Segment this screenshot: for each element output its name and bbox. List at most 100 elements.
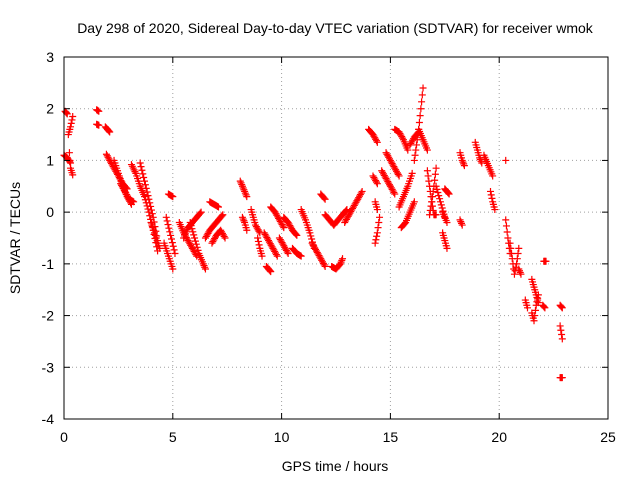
data-point: [458, 156, 466, 164]
data-point: [255, 227, 263, 235]
data-point: [443, 244, 451, 252]
data-point: [194, 246, 202, 254]
data-point: [241, 189, 249, 197]
y-tick-label: -1: [42, 256, 55, 272]
data-point: [307, 232, 315, 240]
data-point: [170, 246, 178, 254]
data-point: [254, 237, 262, 245]
data-point: [503, 228, 511, 236]
data-point: [413, 141, 421, 149]
data-point: [243, 226, 251, 234]
data-point: [240, 217, 248, 225]
data-point: [192, 240, 200, 248]
data-point: [460, 162, 468, 170]
data-point: [488, 194, 496, 202]
data-point: [515, 244, 523, 252]
y-tick-label: 3: [46, 49, 54, 65]
data-point: [337, 258, 345, 266]
data-point: [67, 123, 75, 131]
data-point: [236, 177, 244, 185]
data-point: [487, 191, 495, 199]
data-point: [258, 252, 266, 260]
data-point: [558, 303, 566, 311]
data-point: [187, 222, 195, 230]
data-point: [418, 91, 426, 99]
data-point: [513, 255, 521, 263]
data-point: [102, 150, 110, 158]
data-point: [165, 224, 173, 232]
data-point: [266, 267, 274, 275]
data-point: [201, 263, 209, 271]
data-point: [417, 105, 425, 113]
data-point: [391, 190, 399, 198]
data-point: [437, 201, 445, 209]
data-point: [279, 222, 287, 230]
data-point: [373, 206, 381, 214]
data-point: [373, 180, 381, 188]
data-point: [67, 119, 75, 127]
y-axis-label: SDTVAR / TECUs: [7, 182, 23, 294]
data-point: [265, 266, 273, 274]
data-point: [513, 260, 521, 268]
data-point: [390, 188, 398, 196]
data-point: [272, 251, 280, 259]
y-tick-label: -2: [42, 308, 55, 324]
data-point: [357, 189, 365, 197]
data-point: [162, 213, 170, 221]
data-point: [199, 260, 207, 268]
data-point: [103, 152, 111, 160]
data-point: [141, 177, 149, 185]
data-point: [320, 261, 328, 269]
data-point: [404, 146, 412, 154]
data-point: [507, 244, 515, 252]
data-point: [411, 151, 419, 159]
data-point: [242, 191, 250, 199]
plot-frame: [63, 56, 609, 420]
data-point: [171, 250, 179, 258]
data-point: [136, 159, 144, 167]
data-point: [371, 239, 379, 247]
data-point: [69, 171, 77, 179]
data-point: [557, 302, 565, 310]
x-axis-label: GPS time / hours: [282, 458, 389, 474]
data-point: [166, 228, 174, 236]
data-point: [433, 185, 441, 193]
data-point: [432, 182, 440, 190]
data-point: [531, 312, 539, 320]
data-points: [60, 84, 566, 382]
data-point: [63, 110, 71, 118]
data-point: [539, 302, 547, 310]
data-point: [517, 270, 525, 278]
data-point: [219, 211, 227, 219]
data-point: [510, 270, 518, 278]
data-point: [558, 304, 566, 312]
data-point: [156, 244, 164, 252]
data-point: [426, 211, 434, 219]
data-point: [106, 128, 114, 136]
data-point: [68, 116, 76, 124]
data-point: [164, 221, 172, 229]
data-point: [530, 317, 538, 325]
data-point: [459, 158, 467, 166]
data-point: [197, 208, 205, 216]
data-point: [523, 304, 531, 312]
data-point: [267, 268, 275, 276]
data-point: [425, 177, 433, 185]
data-point: [491, 206, 499, 214]
data-point: [435, 192, 443, 200]
data-point: [220, 232, 228, 240]
data-point: [189, 228, 197, 236]
data-point: [444, 189, 452, 197]
data-point: [558, 335, 566, 343]
data-point: [358, 187, 366, 195]
data-point: [95, 107, 103, 115]
data-point: [214, 203, 222, 211]
data-point: [167, 235, 175, 243]
data-point: [373, 232, 381, 240]
grid-lines: [64, 57, 608, 419]
data-point: [144, 192, 152, 200]
data-point: [142, 184, 150, 192]
data-point: [238, 181, 246, 189]
data-point: [457, 218, 465, 226]
